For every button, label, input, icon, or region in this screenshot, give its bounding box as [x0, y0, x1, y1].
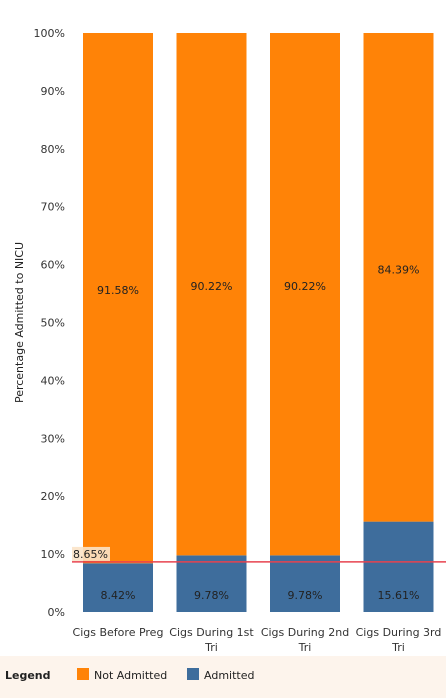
- y-tick-label: 10%: [41, 548, 65, 561]
- bar-admitted: [83, 563, 153, 612]
- bars-layer: [83, 33, 434, 612]
- legend-title: Legend: [5, 669, 51, 682]
- y-tick-label: 60%: [41, 259, 65, 272]
- y-tick-label: 40%: [41, 374, 65, 387]
- x-category-label: Cigs During 3rd Tri: [356, 626, 442, 654]
- x-category-label: Cigs Before Preg: [73, 626, 164, 639]
- data-label: 9.78%: [288, 589, 323, 602]
- y-axis-title: Percentage Admitted to NICU: [13, 242, 26, 403]
- legend-swatch: [187, 668, 199, 680]
- x-category-label: Cigs During 1st Tri: [169, 626, 254, 654]
- data-label: 8.42%: [101, 589, 136, 602]
- bar-admitted: [270, 555, 340, 612]
- reference-label-bg: [72, 546, 110, 561]
- y-tick-label: 100%: [34, 27, 65, 40]
- bar-not-admitted: [363, 33, 434, 522]
- reference-line-label: 8.65%: [73, 548, 108, 561]
- data-label: 9.78%: [194, 589, 229, 602]
- data-label: 90.22%: [191, 280, 233, 293]
- bar-not-admitted: [270, 33, 340, 556]
- y-tick-label: 0%: [48, 606, 65, 619]
- legend-layer: Legend Not Admitted Admitted: [5, 668, 254, 682]
- data-label: 84.39%: [378, 263, 420, 276]
- data-label: 91.58%: [97, 284, 139, 297]
- x-category-label: Cigs During 2nd Tri: [261, 626, 349, 654]
- bar-not-admitted: [176, 33, 247, 556]
- data-label: 15.61%: [378, 589, 420, 602]
- y-tick-label: 50%: [41, 317, 65, 330]
- data-label: 90.22%: [284, 280, 326, 293]
- bar-not-admitted: [83, 33, 153, 564]
- y-tick-label: 70%: [41, 201, 65, 214]
- legend-item-label: Not Admitted: [94, 669, 167, 682]
- legend-swatch: [77, 668, 89, 680]
- labels-layer: 8.42% 91.58% 9.78% 90.22% 9.78% 90.22% 15.61% 8…: [72, 263, 446, 602]
- bar-admitted: [176, 555, 247, 612]
- y-tick-label: 80%: [41, 143, 65, 156]
- legend-item-label: Admitted: [204, 669, 254, 682]
- y-tick-label: 90%: [41, 85, 65, 98]
- y-tick-label: 30%: [41, 432, 65, 445]
- axis-layer: 0% 10% 20% 30% 40% 50% 60% 70% 80% 90% 100% Percent…: [13, 27, 441, 654]
- y-tick-label: 20%: [41, 490, 65, 503]
- bar-admitted: [363, 521, 434, 612]
